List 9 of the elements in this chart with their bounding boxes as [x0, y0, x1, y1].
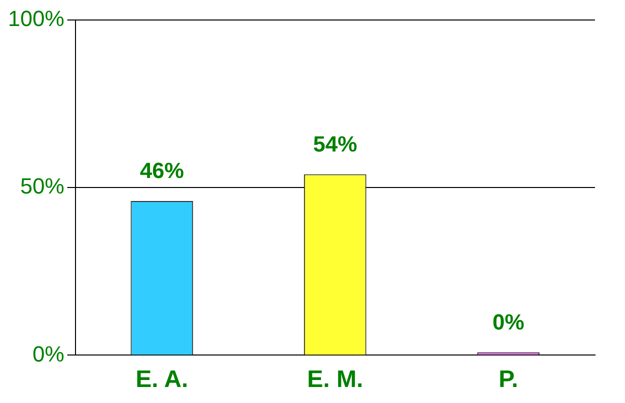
data-label: 0% — [492, 309, 524, 334]
x-tick-label: E. M. — [307, 366, 364, 394]
x-tick-label: E. A. — [136, 366, 188, 394]
x-tick-label: P. — [498, 366, 518, 394]
data-label: 46% — [140, 158, 184, 184]
data-label: 54% — [313, 131, 358, 156]
y-tick-label: 100% — [8, 6, 64, 32]
y-tick-label: 0% — [32, 341, 64, 366]
y-tick-label: 50% — [20, 174, 64, 199]
